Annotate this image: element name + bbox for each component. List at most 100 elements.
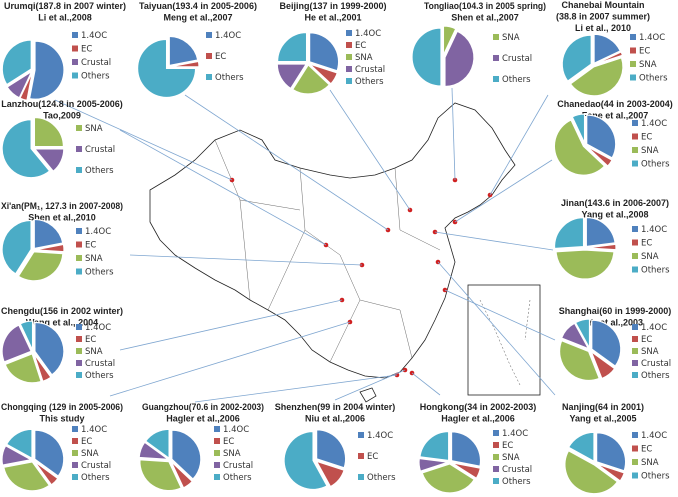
pie-panel-changbai-mountain: Chanebai Mountain (38.8 in 2007 summer)Li… [556, 0, 668, 97]
pie-slice-others [567, 431, 595, 463]
pie-slice-others [19, 320, 34, 351]
legend-swatch-ec [346, 42, 352, 48]
legend-swatch-1-4oc [632, 120, 638, 126]
legend-swatch-others [72, 72, 78, 79]
legend-label: 1.4OC [641, 431, 667, 441]
legend-swatch-ec [632, 445, 638, 452]
connector-xi-an [129, 254, 363, 266]
pie-slice-1-4oc [34, 321, 65, 376]
pie-slice-sna [139, 459, 183, 492]
pie-panel-hongkong: Hongkong(34 in 2002-2003) Hagler et al.,2… [418, 402, 537, 494]
legend-label: EC [641, 133, 652, 143]
legend-label: Others [85, 166, 114, 176]
pie-slice-sna [564, 449, 619, 495]
legend-label: EC [641, 445, 652, 455]
legend-label: SNA [85, 124, 103, 134]
pie-title: Yang et al.,2005 [569, 414, 636, 424]
legend-label: EC [81, 45, 92, 55]
legend-label: EC [223, 437, 234, 447]
legend-swatch-1-4oc [72, 32, 78, 38]
pie-slice-crustal [138, 441, 171, 461]
pie-title: Meng et al.,2007 [163, 13, 232, 23]
pie-panel-chengdu: Chengdu(156 in 2002 winter) Wang et al., … [1, 306, 123, 384]
legend-label: 1.4OC [639, 33, 665, 43]
legend-label: 1.4OC [355, 29, 381, 39]
pie-slice-others [574, 318, 591, 349]
pie-title: Fene et al.,2007 [582, 111, 649, 121]
connector-beijing [329, 89, 411, 211]
legend-label: Others [641, 160, 670, 170]
pie-title: Shenzhen(99 in 2004 winter) [275, 402, 396, 412]
china-outline [149, 102, 516, 379]
legend-swatch-ec [76, 241, 82, 248]
pie-slice-sna [421, 463, 476, 494]
pie-slice-others [1, 219, 32, 275]
pie-slice-others [571, 113, 586, 144]
legend-swatch-crustal [76, 146, 82, 152]
pie-slice-ec [315, 460, 345, 488]
pie-panel-nanjing: Nanjing(64 in 2001) Yang et al.,2005 1.4OC… [562, 402, 670, 495]
pie-title: Hagler et al.,2006 [441, 414, 515, 424]
legend-swatch-1-4oc [632, 226, 638, 232]
legend-swatch-ec [72, 438, 78, 444]
pie-title: Xi'an(PM₁, 127.3 in 2007-2008) [1, 201, 123, 211]
legend-label: 1.4OC [641, 323, 667, 333]
legend-label: SNA [639, 60, 657, 70]
pie-slice-sna [17, 251, 64, 282]
pie-panel-guangzhou: Guangzhou(70.6 in 2002-2003) Hagler et al… [138, 402, 264, 492]
pie-slice-others [1, 39, 32, 86]
connector-nanjing [437, 261, 556, 396]
legend-label: Crustal [85, 145, 115, 155]
pie-slice-crustal [276, 63, 308, 90]
legend-label: Others [641, 472, 670, 482]
legend-swatch-1-4oc [630, 34, 636, 40]
legend-label: 1.4OC [215, 31, 241, 41]
pie-slice-sna [553, 119, 606, 176]
legend-label: Crustal [85, 359, 115, 369]
legend-label: SNA [502, 33, 520, 43]
pie-slice-1-4oc [585, 216, 616, 248]
legend-swatch-sna [632, 459, 638, 465]
connector-taiyuan [184, 94, 389, 231]
legend-label: SNA [641, 347, 659, 357]
legend-label: Others [639, 74, 668, 84]
pie-slice-sna [4, 353, 42, 384]
pie-title: Hongkong(34 in 2002-2003) [420, 402, 537, 412]
pie-slice-others [137, 38, 197, 98]
legend-label: Crustal [81, 58, 111, 68]
pie-slice-others [1, 119, 51, 179]
legend-swatch-ec [630, 47, 636, 54]
pie-slice-ec [589, 349, 616, 380]
pie-title: He et al.,2001 [304, 13, 361, 23]
legend-swatch-others [76, 372, 82, 378]
connector-hongkong [411, 372, 441, 396]
pie-slice-1-4oc [596, 432, 627, 472]
pie-slice-1-4oc [591, 319, 622, 367]
legend-label: 1.4OC [641, 225, 667, 235]
pie-panel-chongqing: Chongqing (129 in 2005-2006) This study1.… [1, 402, 123, 492]
legend-label: Others [502, 477, 531, 487]
legend-swatch-others [632, 160, 638, 167]
pie-slice-others [419, 430, 450, 462]
legend-label: 1.4OC [85, 227, 111, 237]
legend-label: EC [85, 335, 96, 345]
legend-label: SNA [223, 449, 241, 459]
pie-slice-sna [442, 25, 457, 56]
pie-slice-others [553, 217, 585, 250]
legend-swatch-crustal [493, 55, 499, 61]
pie-slice-sna [3, 461, 51, 492]
legend-label: EC [639, 47, 650, 57]
pie-slice-1-4oc [171, 429, 202, 480]
legend-label: Others [85, 268, 114, 278]
pie-slice-ec [33, 353, 52, 383]
inset-islands [479, 299, 531, 386]
legend-label: SNA [641, 146, 659, 156]
legend-swatch-crustal [493, 466, 499, 472]
legend-label: SNA [502, 453, 520, 463]
legend-label: EC [641, 335, 652, 345]
pie-panel-shenzhen: Shenzhen(99 in 2004 winter) Niu et al.,20… [275, 402, 396, 491]
connector-chengdu [119, 299, 343, 351]
connector-tongliao [451, 87, 456, 181]
pie-slice-1-4oc [593, 33, 622, 65]
legend-swatch-ec [632, 133, 638, 140]
